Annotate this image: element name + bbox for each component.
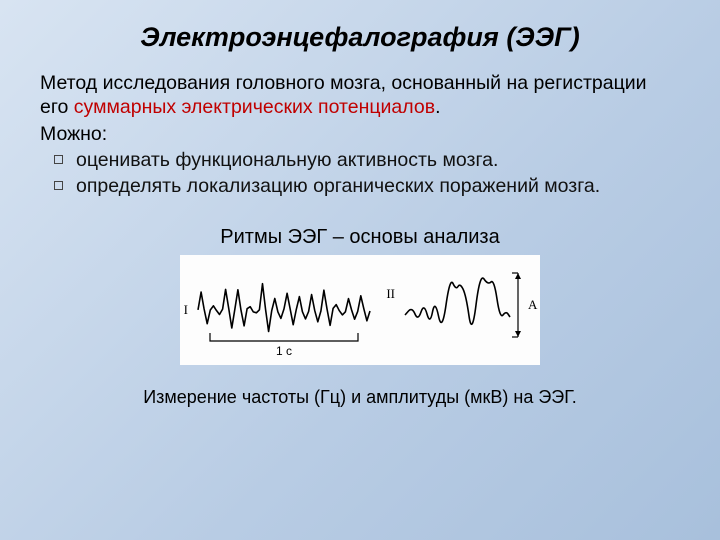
- intro-suffix: .: [435, 96, 440, 118]
- svg-text:1 с: 1 с: [276, 344, 292, 358]
- intro-paragraph: Метод исследования головного мозга, осно…: [40, 71, 680, 120]
- subtitle: Ритмы ЭЭГ – основы анализа: [40, 226, 680, 249]
- eeg-svg: I 1 с II A: [180, 255, 540, 365]
- svg-text:II: II: [386, 286, 395, 301]
- slide: Электроэнцефалография (ЭЭГ) Метод исслед…: [0, 0, 720, 540]
- intro-highlight: суммарных электрических потенциалов: [74, 96, 435, 118]
- figure-caption: Измерение частоты (Гц) и амплитуды (мкВ)…: [40, 387, 680, 408]
- page-title: Электроэнцефалография (ЭЭГ): [40, 22, 680, 53]
- list-item: определять локализацию органических пора…: [76, 174, 680, 198]
- can-label: Можно:: [40, 122, 680, 146]
- svg-text:A: A: [528, 297, 538, 312]
- list-item: оценивать функциональную активность мозг…: [76, 148, 680, 172]
- eeg-figure: I 1 с II A: [180, 255, 540, 365]
- svg-text:I: I: [184, 302, 188, 317]
- bullet-list: оценивать функциональную активность мозг…: [40, 148, 680, 198]
